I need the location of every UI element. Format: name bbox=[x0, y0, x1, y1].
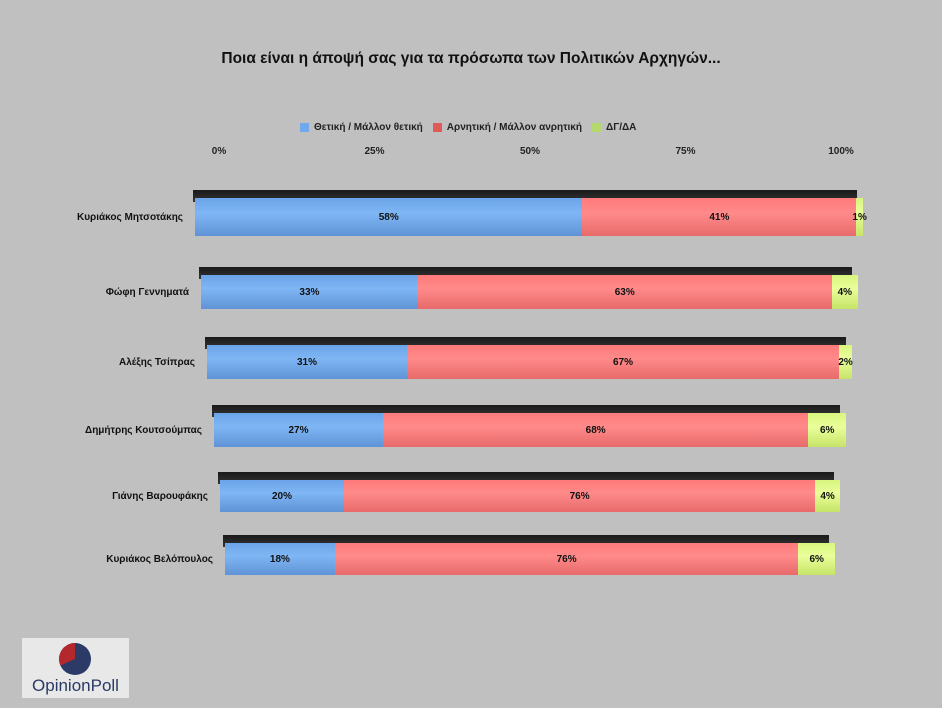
x-tick-label: 100% bbox=[828, 146, 854, 157]
category-label: Κυριάκος Μητσοτάκης bbox=[77, 212, 183, 223]
data-label: 63% bbox=[614, 286, 635, 298]
x-tick-label: 0% bbox=[211, 146, 227, 157]
data-label: 4% bbox=[820, 490, 835, 502]
bar-segment-neg: 68% bbox=[382, 413, 809, 447]
data-label: 1% bbox=[852, 211, 867, 223]
bar-segment-pos: 31% bbox=[207, 345, 407, 379]
bar-row: 58% 41% 1% bbox=[193, 190, 867, 238]
legend-label-negative: Αρνητική / Μάλλον ανρητική bbox=[446, 121, 582, 133]
data-label: 6% bbox=[809, 553, 824, 565]
logo-circle-icon bbox=[59, 643, 91, 675]
legend-item-positive: Θετική / Μάλλον θετική bbox=[300, 122, 423, 133]
data-label: 76% bbox=[569, 490, 590, 502]
bar-segment-dk: 4% bbox=[831, 275, 858, 309]
x-tick-label: 25% bbox=[364, 146, 385, 157]
category-label: Δημήτρης Κουτσούμπας bbox=[85, 425, 202, 436]
data-label: 4% bbox=[837, 286, 853, 298]
bar-segment-dk: 1% bbox=[852, 198, 867, 236]
legend: Θετική / Μάλλον θετική Αρνητική / Μάλλον… bbox=[300, 120, 646, 134]
data-label: 41% bbox=[709, 211, 730, 223]
bar-segment-neg: 76% bbox=[334, 543, 799, 575]
data-label: 6% bbox=[819, 424, 835, 436]
bar-segment-dk: 6% bbox=[808, 413, 846, 447]
bar-segment-pos: 58% bbox=[195, 198, 583, 236]
bar-segment-dk: 6% bbox=[798, 543, 835, 575]
data-label: 20% bbox=[271, 490, 292, 502]
data-label: 31% bbox=[296, 356, 317, 368]
bar-segment-neg: 76% bbox=[344, 480, 816, 512]
logo-text: OpinionPoll bbox=[32, 676, 119, 695]
x-tick-label: 50% bbox=[519, 146, 541, 157]
bar-row: 31% 67% 2% bbox=[205, 337, 853, 381]
bar-segment-pos: 18% bbox=[225, 543, 335, 575]
legend-swatch-positive bbox=[300, 122, 309, 132]
x-tick-label: 75% bbox=[675, 146, 696, 157]
bar-segment-dk: 2% bbox=[838, 345, 853, 379]
bar-row: 20% 76% 4% bbox=[218, 472, 840, 514]
bar-segment-neg: 63% bbox=[417, 275, 832, 309]
legend-label-positive: Θετική / Μάλλον θετική bbox=[314, 121, 423, 133]
data-label: 18% bbox=[269, 553, 290, 565]
data-label: 76% bbox=[556, 553, 577, 565]
data-label: 27% bbox=[288, 424, 309, 436]
chart-title: Ποια είναι η άποψή σας για τα πρόσωπα τω… bbox=[221, 50, 721, 67]
opinionpoll-logo: OpinionPoll bbox=[22, 638, 129, 698]
legend-swatch-negative bbox=[432, 122, 442, 132]
legend-label-dk: ΔΓ/ΔΑ bbox=[606, 121, 637, 133]
category-label: Κυριάκος Βελόπουλος bbox=[106, 554, 213, 565]
bar-row: 27% 68% 6% bbox=[212, 405, 846, 449]
bar-segment-pos: 20% bbox=[220, 480, 344, 512]
bar-segment-neg: 67% bbox=[406, 345, 840, 379]
bar-segment-neg: 41% bbox=[582, 198, 857, 236]
bar-segment-pos: 33% bbox=[201, 275, 418, 309]
data-label: 68% bbox=[585, 424, 606, 436]
bar-segment-pos: 27% bbox=[214, 413, 383, 447]
data-label: 67% bbox=[613, 356, 634, 368]
data-label: 2% bbox=[838, 356, 853, 368]
legend-swatch-dk bbox=[592, 122, 601, 132]
bar-segment-dk: 4% bbox=[815, 480, 840, 512]
category-label: Αλέξης Τσίπρας bbox=[118, 357, 195, 368]
category-label: Φώφη Γεννηματά bbox=[105, 287, 189, 298]
legend-item-dk: ΔΓ/ΔΑ bbox=[592, 122, 636, 133]
category-label: Γιάνης Βαρουφάκης bbox=[112, 491, 208, 502]
data-label: 58% bbox=[378, 211, 399, 223]
bar-row: 33% 63% 4% bbox=[199, 267, 858, 311]
data-label: 33% bbox=[299, 286, 320, 298]
legend-item-negative: Αρνητική / Μάλλον ανρητική bbox=[432, 121, 582, 133]
bar-row: 18% 76% 6% bbox=[223, 535, 835, 577]
